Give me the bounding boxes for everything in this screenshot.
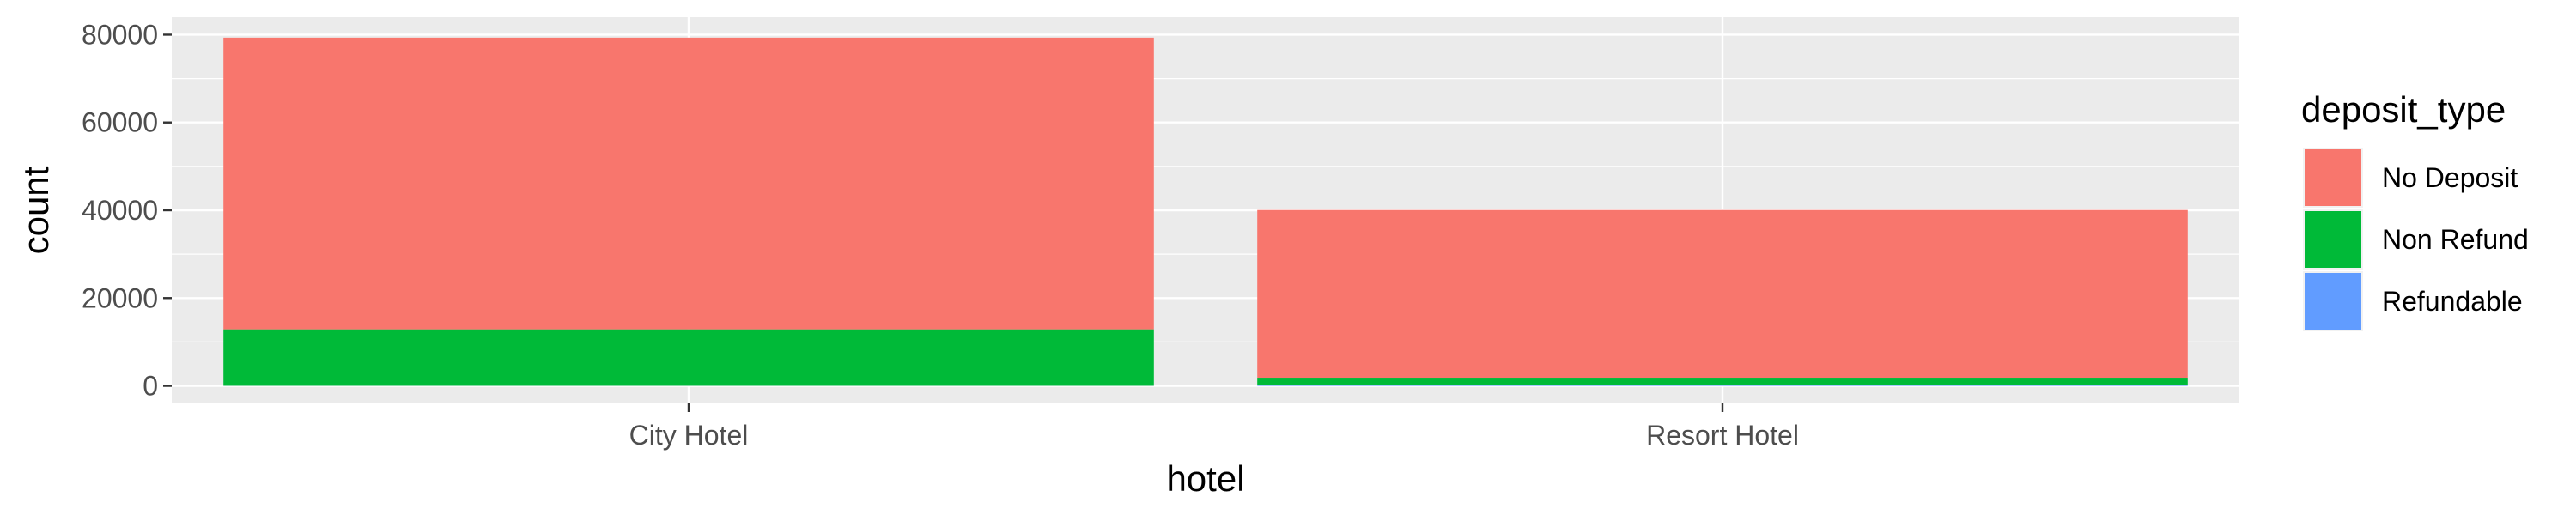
legend-label: No Deposit (2382, 162, 2518, 193)
y-tick-label: 20000 (82, 282, 158, 313)
x-tick-label: Resort Hotel (1646, 420, 1799, 451)
y-tick-label: 60000 (82, 107, 158, 138)
x-axis-title: hotel (1166, 458, 1244, 499)
legend-key (2305, 273, 2361, 330)
legend-title: deposit_type (2301, 89, 2506, 130)
bar-segment (223, 329, 1154, 386)
bars (223, 37, 2188, 386)
y-axis: 0 20000 40000 60000 80000 (82, 19, 172, 402)
y-axis-title: count (15, 166, 56, 254)
legend-label: Refundable (2382, 286, 2523, 317)
bar-segment (1257, 378, 2188, 385)
bar-segment (1257, 385, 2188, 386)
legend-keys: No Deposit Non Refund Refundable (2303, 148, 2529, 331)
bar-segment (223, 37, 1154, 330)
legend-label: Non Refund (2382, 224, 2529, 255)
legend-key (2305, 211, 2361, 268)
y-tick-label: 40000 (82, 195, 158, 226)
x-tick-label: City Hotel (629, 420, 749, 451)
bar-segment (1257, 209, 2188, 379)
legend-key (2305, 149, 2361, 206)
x-axis: City Hotel Resort Hotel (629, 403, 1799, 451)
legend: deposit_type No Deposit Non Refund Refunda… (2301, 89, 2529, 331)
y-tick-label: 0 (143, 371, 158, 402)
y-tick-label: 80000 (82, 19, 158, 50)
